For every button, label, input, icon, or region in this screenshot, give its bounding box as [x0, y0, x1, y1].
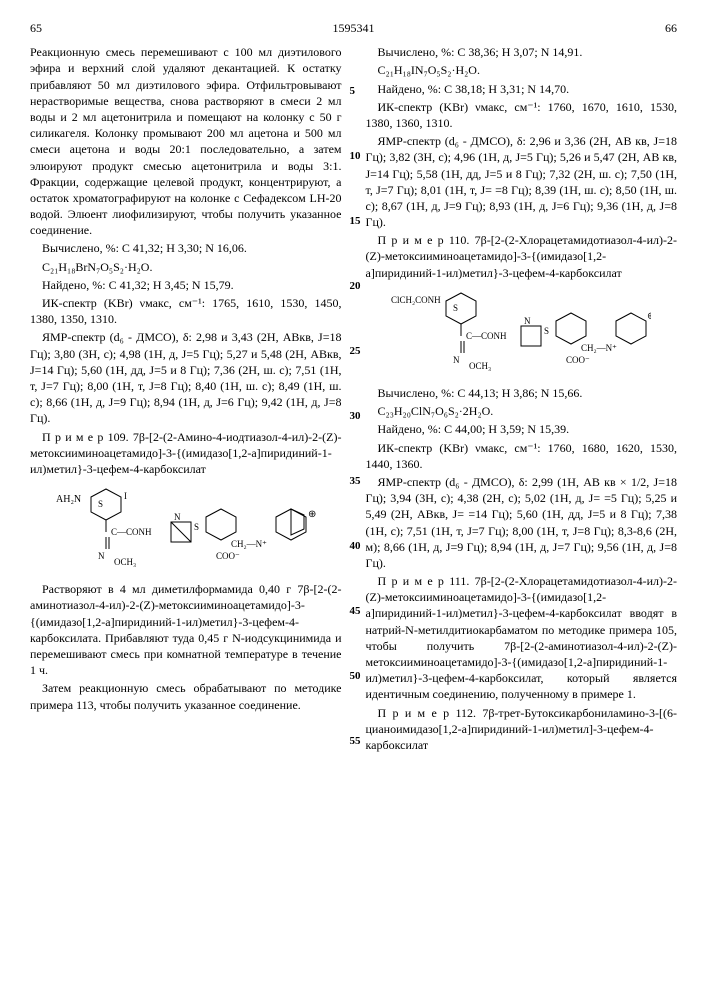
formula-line: C₂₁H₁₈IN₇O₅S₂·H₂O.	[366, 62, 678, 78]
svg-text:N: N	[98, 551, 105, 561]
chem-label: AH₂N	[56, 494, 81, 505]
page-right: 66	[665, 20, 677, 36]
svg-text:⊕: ⊕	[308, 509, 316, 520]
example-heading: П р и м е р 111. 7β-[2-(2-Хлорацетамидот…	[366, 573, 678, 703]
svg-text:OCH₃: OCH₃	[114, 557, 136, 567]
svg-text:CH₂—N⁺: CH₂—N⁺	[581, 343, 617, 353]
svg-text:ClCH₂CONH: ClCH₂CONH	[391, 295, 441, 305]
right-column: 5 10 15 20 25 30 35 40 45 50 55 Вычислен…	[366, 44, 678, 755]
example-heading: П р и м е р 109. 7β-[2-(2-Амино-4-иодтиа…	[30, 429, 342, 478]
para: Реакционную смесь перемешивают с 100 мл …	[30, 44, 342, 238]
chemical-structure: AH₂N S I C—CONH N OCH₃ N S CH₂—N⁺ COO⁻	[30, 487, 342, 571]
svg-text:N: N	[174, 512, 181, 522]
svg-text:C—CONH: C—CONH	[111, 527, 152, 537]
para: ИК-спектр (KBr) νмакс, см⁻¹: 1760, 1680,…	[366, 440, 678, 472]
page-left: 65	[30, 20, 42, 36]
svg-text:S: S	[453, 303, 458, 313]
svg-text:OCH₃: OCH₃	[469, 361, 491, 371]
formula-line: C₂₃H₂₀ClN₇O₆S₂·2H₂O.	[366, 403, 678, 419]
para: Растворяют в 4 мл диметилформамида 0,40 …	[30, 581, 342, 678]
svg-text:⊕: ⊕	[647, 311, 651, 322]
svg-text:I: I	[124, 491, 127, 501]
para: Найдено, %: C 38,18; H 3,31; N 14,70.	[366, 81, 678, 97]
para: Найдено, %: C 44,00; H 3,59; N 15,39.	[366, 421, 678, 437]
chemical-structure: ClCH₂CONH S C—CONH N OCH₃ N S CH₂—N⁺ COO…	[366, 291, 678, 375]
svg-text:S: S	[544, 326, 549, 336]
left-column: Реакционную смесь перемешивают с 100 мл …	[30, 44, 342, 755]
para: Затем реакционную смесь обрабатывают по …	[30, 680, 342, 712]
svg-text:COO⁻: COO⁻	[566, 355, 590, 365]
para: ЯМР-спектр (d₆ - ДМСО), δ: 2,96 и 3,36 (…	[366, 133, 678, 230]
example-heading: П р и м е р 110. 7β-[2-(2-Хлорацетамидот…	[366, 232, 678, 281]
svg-text:S: S	[98, 499, 103, 509]
svg-text:S: S	[194, 522, 199, 532]
para: Найдено, %: C 41,32; H 3,45; N 15,79.	[30, 277, 342, 293]
para: ЯМР-спектр (d₆ - ДМСО), δ: 2,99 (1H, АВ …	[366, 474, 678, 571]
doc-number: 1595341	[333, 20, 375, 36]
svg-text:C—CONH: C—CONH	[466, 331, 507, 341]
svg-text:COO⁻: COO⁻	[216, 551, 240, 561]
svg-text:CH₂—N⁺: CH₂—N⁺	[231, 539, 267, 549]
para: Вычислено, %: C 41,32; H 3,30; N 16,06.	[30, 240, 342, 256]
svg-text:N: N	[524, 316, 531, 326]
para: Вычислено, %: C 38,36; H 3,07; N 14,91.	[366, 44, 678, 60]
formula-line: C₂₁H₁₈BrN₇O₅S₂·H₂O.	[30, 259, 342, 275]
svg-text:N: N	[453, 355, 460, 365]
para: ЯМР-спектр (d₆ - ДМСО), δ: 2,98 и 3,43 (…	[30, 329, 342, 426]
para: ИК-спектр (KBr) νмакс, см⁻¹: 1765, 1610,…	[30, 295, 342, 327]
para: ИК-спектр (KBr) νмакс, см⁻¹: 1760, 1670,…	[366, 99, 678, 131]
example-heading: П р и м е р 112. 7β-трет-Бутоксикарбонил…	[366, 705, 678, 754]
para: Вычислено, %: C 44,13; H 3,86; N 15,66.	[366, 385, 678, 401]
